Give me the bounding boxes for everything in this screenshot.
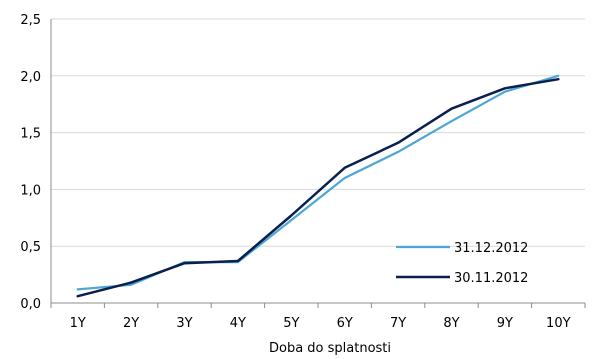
- x-tick-label: 4Y: [230, 316, 246, 331]
- x-tick-label: 8Y: [443, 316, 459, 331]
- x-tick-label: 10Y: [546, 316, 571, 331]
- x-tick-label: 6Y: [337, 316, 353, 331]
- y-tick-label: 0,0: [20, 297, 41, 312]
- legend-label: 30.11.2012: [454, 271, 528, 286]
- y-tick-label: 0,5: [20, 240, 41, 255]
- x-tick-label: 3Y: [176, 316, 192, 331]
- y-tick-labels: 0,0 0,5 1,0 1,5 2,0 2,5: [20, 13, 41, 312]
- x-tick-label: 9Y: [497, 316, 513, 331]
- series-lines: [76, 74, 560, 298]
- y-tick-label: 1,0: [20, 183, 41, 198]
- x-tick-labels: 1Y 2Y 3Y 4Y 5Y 6Y 7Y 8Y 9Y 10Y: [70, 316, 571, 331]
- x-tick-label: 5Y: [283, 316, 299, 331]
- y-tick-label: 2,0: [20, 70, 41, 85]
- legend: 31.12.2012 30.11.2012: [396, 241, 528, 286]
- x-axis-title: Doba do splatnosti: [269, 341, 391, 356]
- series-line-1: [76, 74, 560, 291]
- legend-label: 31.12.2012: [454, 241, 528, 256]
- x-tick-label: 7Y: [390, 316, 406, 331]
- series-line-2: [76, 77, 560, 298]
- y-tick-label: 1,5: [20, 127, 41, 142]
- y-tick-label: 2,5: [20, 13, 41, 28]
- axes: [50, 19, 586, 308]
- x-tick-label: 1Y: [70, 316, 86, 331]
- grid-lines: [51, 18, 585, 247]
- x-tick-label: 2Y: [123, 316, 139, 331]
